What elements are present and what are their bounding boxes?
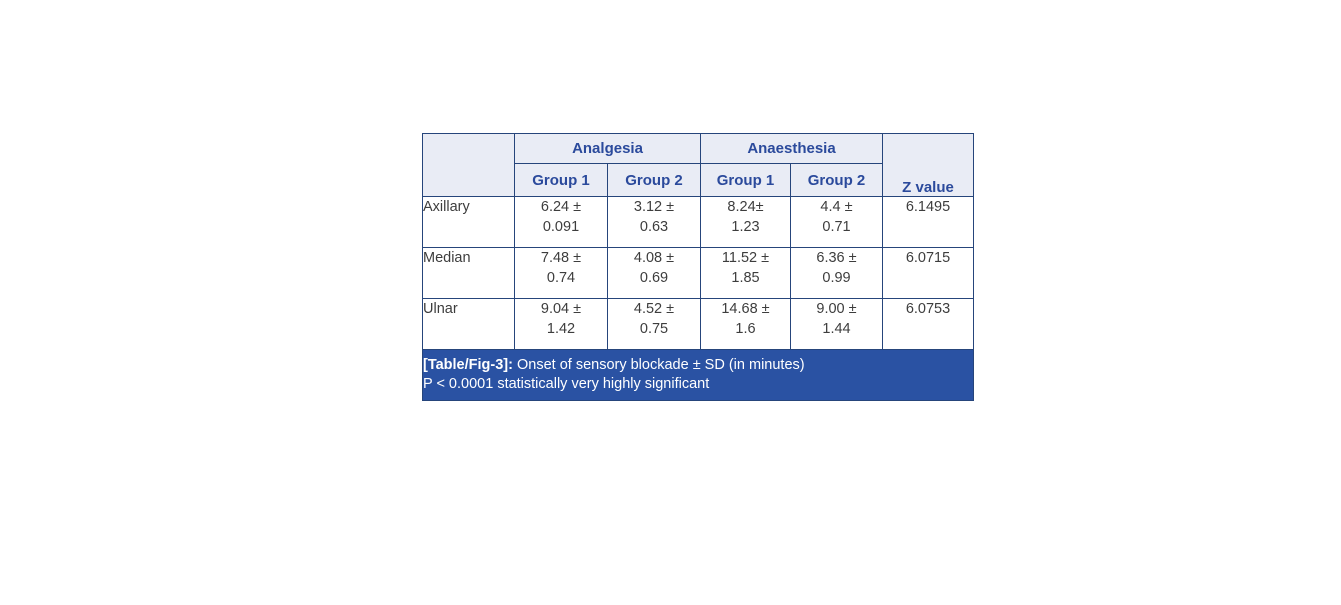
table-row-ulnar: Ulnar 9.04 ± 1.42 4.52 ± 0.75 14.68 ± 1.… — [422, 298, 974, 350]
table-caption: [Table/Fig-3]: Onset of sensory blockade… — [422, 349, 974, 401]
header-row-groups: Analgesia Anaesthesia Z value — [422, 133, 974, 197]
column-group-analgesia: Analgesia — [514, 133, 701, 164]
cell-axillary-anaesthesia-g1: 8.24± 1.23 — [700, 196, 791, 248]
row-label-axillary: Axillary — [422, 196, 515, 248]
row-label-ulnar: Ulnar — [422, 298, 515, 350]
column-header-anaesthesia-group2: Group 2 — [790, 163, 883, 197]
cell-median-anaesthesia-g1: 11.52 ± 1.85 — [700, 247, 791, 299]
table-row-median: Median 7.48 ± 0.74 4.08 ± 0.69 11.52 ± 1… — [422, 247, 974, 299]
caption-line-1: [Table/Fig-3]: Onset of sensory blockade… — [423, 356, 973, 375]
caption-row: [Table/Fig-3]: Onset of sensory blockade… — [422, 349, 974, 401]
sensory-blockade-table: Analgesia Anaesthesia Z value Group 1 Gr… — [422, 133, 974, 401]
cell-ulnar-anaesthesia-g1: 14.68 ± 1.6 — [700, 298, 791, 350]
column-group-anaesthesia: Anaesthesia — [700, 133, 883, 164]
cell-axillary-z-value: 6.1495 — [882, 196, 974, 248]
cell-axillary-analgesia-g2: 3.12 ± 0.63 — [607, 196, 701, 248]
cell-median-anaesthesia-g2: 6.36 ± 0.99 — [790, 247, 883, 299]
cell-ulnar-analgesia-g1: 9.04 ± 1.42 — [514, 298, 608, 350]
column-header-anaesthesia-group1: Group 1 — [700, 163, 791, 197]
cell-median-analgesia-g2: 4.08 ± 0.69 — [607, 247, 701, 299]
column-header-analgesia-group2: Group 2 — [607, 163, 701, 197]
corner-cell — [422, 133, 515, 197]
row-label-median: Median — [422, 247, 515, 299]
cell-axillary-anaesthesia-g2: 4.4 ± 0.71 — [790, 196, 883, 248]
cell-ulnar-z-value: 6.0753 — [882, 298, 974, 350]
table-row-axillary: Axillary 6.24 ± 0.091 3.12 ± 0.63 8.24± … — [422, 196, 974, 248]
table-fig-3: Analgesia Anaesthesia Z value Group 1 Gr… — [422, 133, 974, 401]
column-header-analgesia-group1: Group 1 — [514, 163, 608, 197]
header-row-subgroups: Group 1 Group 2 Group 1 Group 2 — [423, 163, 974, 197]
cell-axillary-analgesia-g1: 6.24 ± 0.091 — [514, 196, 608, 248]
cell-median-z-value: 6.0715 — [882, 247, 974, 299]
cell-ulnar-analgesia-g2: 4.52 ± 0.75 — [607, 298, 701, 350]
column-header-z-value: Z value — [882, 133, 974, 197]
cell-median-analgesia-g1: 7.48 ± 0.74 — [514, 247, 608, 299]
cell-ulnar-anaesthesia-g2: 9.00 ± 1.44 — [790, 298, 883, 350]
caption-tag: [Table/Fig-3]: — [423, 357, 513, 373]
caption-line-2: P < 0.0001 statistically very highly sig… — [423, 376, 710, 392]
caption-text: Onset of sensory blockade ± SD (in minut… — [512, 357, 805, 373]
